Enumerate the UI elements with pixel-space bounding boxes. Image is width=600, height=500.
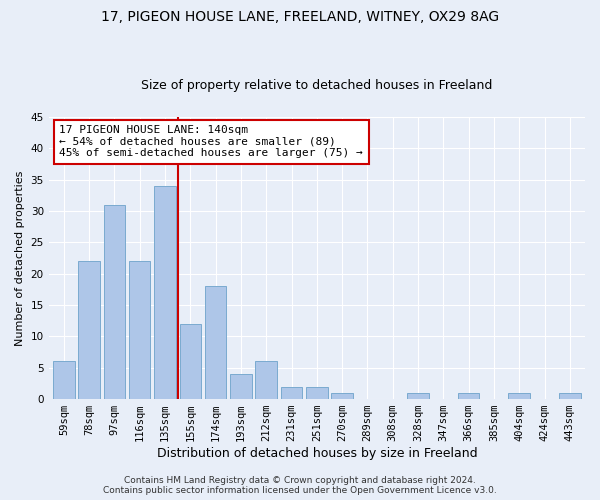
Bar — [407, 393, 429, 399]
Bar — [104, 204, 125, 399]
Bar — [458, 393, 479, 399]
Bar — [281, 386, 302, 399]
Text: Contains HM Land Registry data © Crown copyright and database right 2024.
Contai: Contains HM Land Registry data © Crown c… — [103, 476, 497, 495]
Bar — [331, 393, 353, 399]
Bar — [559, 393, 581, 399]
Title: Size of property relative to detached houses in Freeland: Size of property relative to detached ho… — [141, 79, 493, 92]
Bar — [205, 286, 226, 399]
Bar — [154, 186, 176, 399]
Bar — [53, 362, 74, 399]
Text: 17 PIGEON HOUSE LANE: 140sqm
← 54% of detached houses are smaller (89)
45% of se: 17 PIGEON HOUSE LANE: 140sqm ← 54% of de… — [59, 125, 363, 158]
Text: 17, PIGEON HOUSE LANE, FREELAND, WITNEY, OX29 8AG: 17, PIGEON HOUSE LANE, FREELAND, WITNEY,… — [101, 10, 499, 24]
Bar — [230, 374, 251, 399]
Bar — [306, 386, 328, 399]
Bar — [256, 362, 277, 399]
Bar — [129, 261, 151, 399]
X-axis label: Distribution of detached houses by size in Freeland: Distribution of detached houses by size … — [157, 447, 477, 460]
Y-axis label: Number of detached properties: Number of detached properties — [15, 170, 25, 346]
Bar — [508, 393, 530, 399]
Bar — [179, 324, 201, 399]
Bar — [79, 261, 100, 399]
